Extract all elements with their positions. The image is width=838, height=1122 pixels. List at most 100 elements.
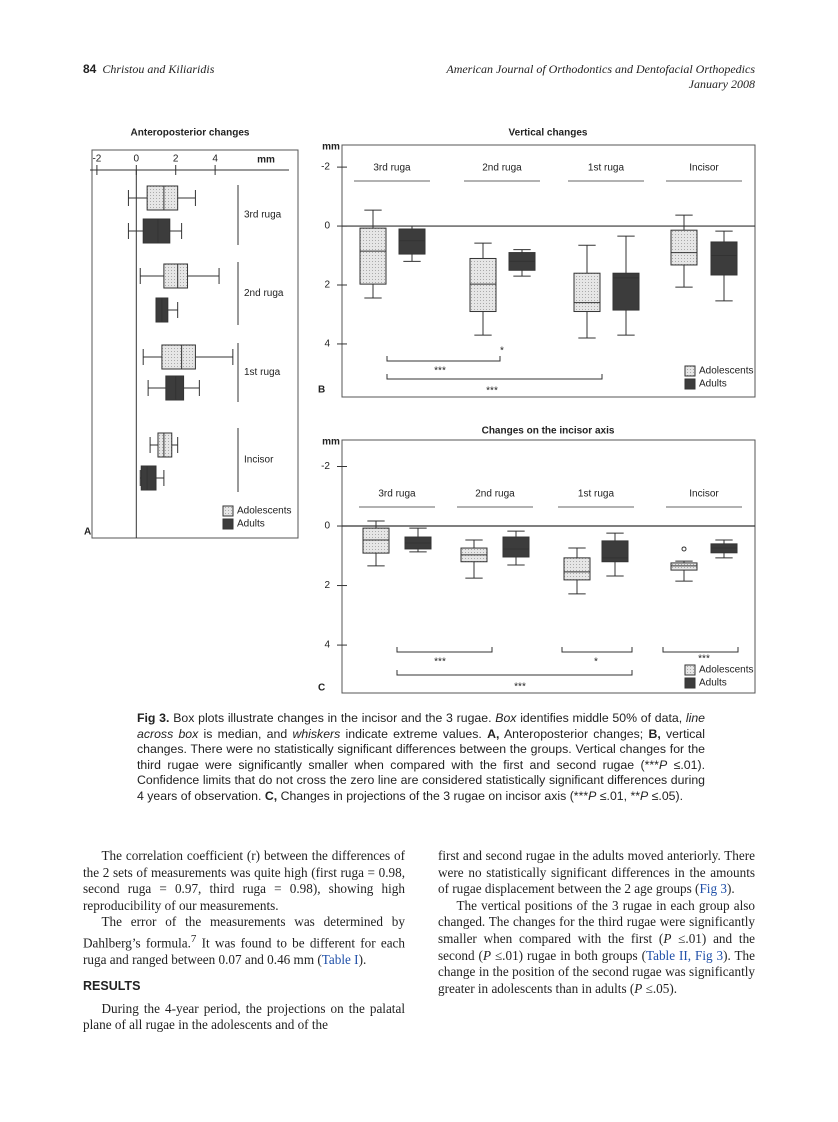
- group-label: Incisor: [689, 489, 719, 500]
- box: [670, 562, 698, 571]
- text: ≤.01) rugae in both groups (: [494, 947, 646, 963]
- box: [165, 375, 185, 401]
- paragraph: The correlation coefficient (r) between …: [83, 848, 405, 914]
- panel-letter: A: [84, 527, 91, 538]
- significance-bracket: [386, 356, 501, 362]
- figure: Anteroposterior changes -2 0 2 4 mm 3rd ruga 2n…: [84, 128, 756, 694]
- legend-swatch: [222, 518, 234, 530]
- journal: American Journal of Orthodontics and Den…: [446, 62, 755, 76]
- significance-bracket: [561, 647, 633, 653]
- group-label: 1st ruga: [578, 489, 615, 500]
- box: [163, 263, 189, 289]
- text: P: [663, 930, 672, 946]
- table-link[interactable]: Table II, Fig 3: [645, 947, 724, 963]
- legend-label: Adults: [237, 519, 265, 530]
- caption-part: P: [658, 757, 668, 772]
- significance-bracket: [396, 647, 493, 653]
- text: ).: [358, 951, 367, 967]
- caption-part: Changes in projections of the 3 rugae on…: [280, 788, 589, 803]
- paragraph: The vertical positions of the 3 rugae in…: [438, 898, 755, 998]
- caption-part: vertical changes. There were no statisti…: [137, 726, 705, 772]
- caption-part: A,: [487, 726, 500, 741]
- table-link[interactable]: Table I: [321, 951, 359, 967]
- caption-part: line across box: [137, 711, 706, 741]
- box: [359, 227, 387, 285]
- journal-info: American Journal of Orthodontics and Den…: [446, 62, 755, 92]
- panel-title: Vertical changes: [509, 128, 588, 139]
- group-label: 2nd ruga: [482, 163, 522, 174]
- box: [670, 229, 698, 266]
- tick-label: 2: [173, 154, 179, 165]
- text: ).: [726, 881, 735, 897]
- date: January 2008: [688, 77, 755, 91]
- group-label: 1st ruga: [588, 163, 625, 174]
- significance-label: ***: [434, 366, 446, 377]
- text: The error of the measurements was determ…: [83, 914, 405, 951]
- box: [140, 465, 157, 491]
- box: [563, 557, 591, 581]
- group-label: Incisor: [689, 163, 719, 174]
- significance-label: ***: [434, 657, 446, 668]
- panel-frame: [341, 439, 756, 694]
- significance-bracket: [396, 670, 633, 676]
- box: [612, 272, 640, 311]
- caption-part: C,: [264, 788, 278, 803]
- caption-part: indicate extreme values.: [345, 726, 482, 741]
- paragraph: The error of the measurements was determ…: [83, 914, 405, 968]
- text: ≤.05).: [645, 980, 678, 996]
- tick-label: -2: [92, 154, 101, 165]
- text: P: [634, 980, 643, 996]
- figure-link[interactable]: Fig 3: [699, 881, 727, 897]
- text: first and second rugae in the adults mov…: [438, 848, 755, 897]
- caption-part: ≤.01, **: [599, 788, 641, 803]
- caption-part: identifies middle 50% of data,: [520, 711, 683, 725]
- left-column: The correlation coefficient (r) between …: [83, 848, 405, 1034]
- tick-label: -2: [321, 461, 330, 472]
- caption-part: B,: [648, 726, 661, 741]
- panel-title: Changes on the incisor axis: [482, 426, 615, 437]
- box: [146, 185, 179, 211]
- caption-part: P: [640, 788, 649, 803]
- group-label: 2nd ruga: [475, 489, 515, 500]
- box: [398, 228, 426, 255]
- caption: Fig 3. Box plots illustrate changes in t…: [137, 711, 705, 805]
- unit-label: mm: [257, 155, 275, 166]
- tick-label: 2: [324, 580, 330, 591]
- legend-swatch: [684, 378, 696, 390]
- box: [362, 527, 390, 554]
- legend-swatch: [684, 664, 696, 676]
- significance-label: ***: [486, 386, 498, 397]
- tick-label: 4: [212, 154, 218, 165]
- caption-part: Box: [495, 711, 517, 725]
- caption-part: Anteroposterior changes;: [503, 726, 644, 741]
- tick-label: 4: [324, 640, 330, 651]
- box: [710, 241, 738, 276]
- group-label: 2nd ruga: [244, 288, 284, 299]
- citation[interactable]: 7: [190, 932, 197, 945]
- box: [502, 536, 530, 558]
- caption-part: P: [588, 788, 597, 803]
- caption-part: whiskers: [292, 726, 341, 741]
- authors: Christou and Kiliaridis: [102, 62, 215, 76]
- text: ≤.01) and the second (: [438, 930, 756, 963]
- section-heading: RESULTS: [83, 978, 141, 993]
- legend-swatch: [222, 505, 234, 517]
- text: The correlation coefficient (r) between …: [83, 848, 405, 913]
- running-head: 84 Christou and Kiliaridis: [83, 62, 214, 77]
- significance-label: ***: [698, 654, 710, 665]
- legend-swatch: [684, 677, 696, 689]
- box: [601, 540, 629, 563]
- box: [161, 344, 196, 370]
- text: It was found to be different for each ru…: [83, 935, 405, 967]
- legend-label: Adults: [699, 379, 727, 390]
- box: [142, 218, 171, 244]
- panel-frame: [341, 144, 756, 398]
- paragraph: During the 4-year period, the projection…: [83, 1001, 405, 1034]
- box: [469, 257, 497, 313]
- significance-label: ***: [514, 682, 526, 693]
- legend-label: Adolescents: [699, 366, 753, 377]
- panel-frame: [91, 149, 299, 539]
- tick-label: 0: [134, 154, 140, 165]
- text: The vertical positions of the 3 rugae in…: [438, 897, 755, 946]
- tick-label: 0: [324, 221, 330, 232]
